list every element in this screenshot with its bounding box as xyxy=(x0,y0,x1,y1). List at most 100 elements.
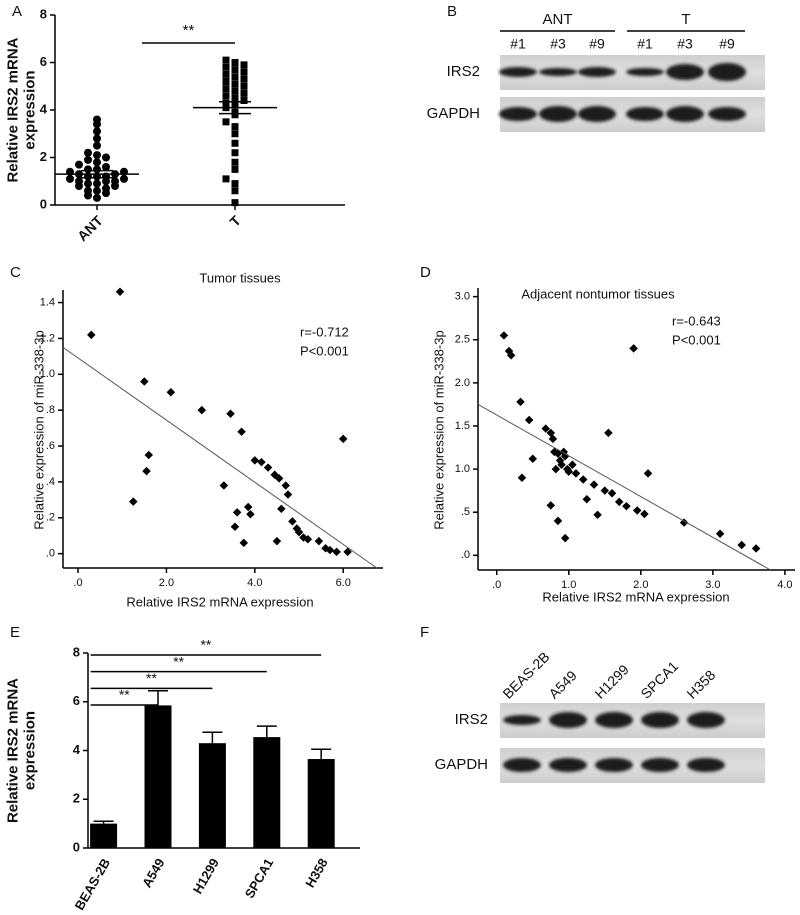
data-point xyxy=(593,510,602,520)
data-point xyxy=(240,97,248,104)
panel-label: D xyxy=(420,264,431,281)
data-point xyxy=(277,504,286,514)
y-tick-label: 8 xyxy=(40,6,47,21)
data-point xyxy=(604,428,613,438)
data-point xyxy=(75,160,83,169)
y-tick-label: .0 xyxy=(46,548,55,560)
bar xyxy=(307,759,335,848)
data-point xyxy=(303,535,313,544)
y-axis-title: Relative IRS2 mRNA xyxy=(4,37,21,182)
lane-label: #3 xyxy=(677,36,693,52)
data-point xyxy=(578,475,588,484)
panel-label: E xyxy=(10,624,20,641)
data-point xyxy=(102,163,110,171)
data-point xyxy=(257,457,266,467)
data-point xyxy=(93,186,101,195)
significance-label: ** xyxy=(146,670,157,686)
row-label: IRS2 xyxy=(447,63,480,80)
data-point xyxy=(557,460,566,470)
lane-label: #3 xyxy=(550,36,566,52)
annotation: P<0.001 xyxy=(300,343,349,358)
blot-band xyxy=(595,758,633,772)
x-tick-label: 6.0 xyxy=(336,577,351,589)
x-tick-label: SPCA1 xyxy=(242,856,277,901)
data-point xyxy=(571,469,581,478)
data-point xyxy=(325,545,335,555)
data-point xyxy=(93,151,101,160)
data-point xyxy=(294,527,304,537)
blot-band xyxy=(595,712,633,728)
x-tick-label: H358 xyxy=(302,856,331,890)
data-point xyxy=(751,544,761,553)
y-tick-label: 0 xyxy=(40,196,47,211)
data-point xyxy=(75,177,83,186)
data-point xyxy=(231,165,239,173)
data-point xyxy=(231,158,239,166)
lane-label: #1 xyxy=(637,36,653,52)
data-point xyxy=(629,344,638,353)
y-tick-label: 1.5 xyxy=(455,420,470,432)
data-point xyxy=(222,78,230,85)
data-point xyxy=(93,193,101,202)
blot-band xyxy=(626,107,664,121)
data-point xyxy=(102,184,110,193)
data-point xyxy=(607,489,617,498)
blot-band xyxy=(626,68,664,76)
blot-band xyxy=(503,715,541,725)
data-point xyxy=(715,529,725,539)
error-bar xyxy=(202,731,223,744)
lane-label: #9 xyxy=(719,36,735,52)
data-point xyxy=(84,155,92,164)
data-point xyxy=(283,490,293,499)
data-point xyxy=(632,506,642,515)
blot-band xyxy=(687,758,725,772)
chart-title: Tumor tissues xyxy=(199,270,281,285)
data-point xyxy=(222,118,230,126)
trend-line xyxy=(62,346,378,569)
data-point xyxy=(219,481,229,490)
y-tick-label: 1.0 xyxy=(455,463,470,475)
y-tick-label: .2 xyxy=(46,512,55,524)
data-point xyxy=(226,409,235,418)
blot-band xyxy=(708,63,746,81)
y-tick-label: .4 xyxy=(46,476,55,488)
error-bar xyxy=(93,820,114,824)
data-point xyxy=(93,158,101,167)
data-point xyxy=(528,454,537,463)
data-point xyxy=(115,287,125,297)
y-tick-label: 1.4 xyxy=(40,296,55,308)
data-point xyxy=(222,99,230,107)
data-point xyxy=(332,547,341,557)
y-tick-label: 3.0 xyxy=(455,291,470,303)
data-point xyxy=(243,502,253,512)
data-point xyxy=(517,473,527,482)
data-point xyxy=(551,464,561,474)
data-point xyxy=(129,497,138,506)
x-tick-label: 2.0 xyxy=(633,579,648,591)
data-point xyxy=(231,180,239,188)
data-point xyxy=(643,469,653,478)
data-point xyxy=(560,533,570,543)
y-tick-label: 4 xyxy=(73,742,81,757)
data-point xyxy=(231,187,239,195)
data-point xyxy=(231,139,239,147)
blot-band xyxy=(641,712,679,728)
y-tick-label: .6 xyxy=(46,440,55,452)
x-tick-label: A549 xyxy=(139,856,168,890)
y-tick-label: .5 xyxy=(461,506,470,518)
lane-label: #9 xyxy=(589,36,605,52)
data-point xyxy=(231,130,239,138)
blot-band xyxy=(708,107,746,121)
data-point xyxy=(250,456,260,465)
y-axis-title: expression xyxy=(21,70,38,149)
data-point xyxy=(231,149,239,157)
data-point xyxy=(231,80,239,88)
blot-band xyxy=(539,68,577,76)
lane-label: H358 xyxy=(683,667,718,702)
data-point xyxy=(93,134,101,143)
data-point xyxy=(237,427,246,436)
data-point xyxy=(560,451,570,461)
lane-label: SPCA1 xyxy=(637,658,681,702)
